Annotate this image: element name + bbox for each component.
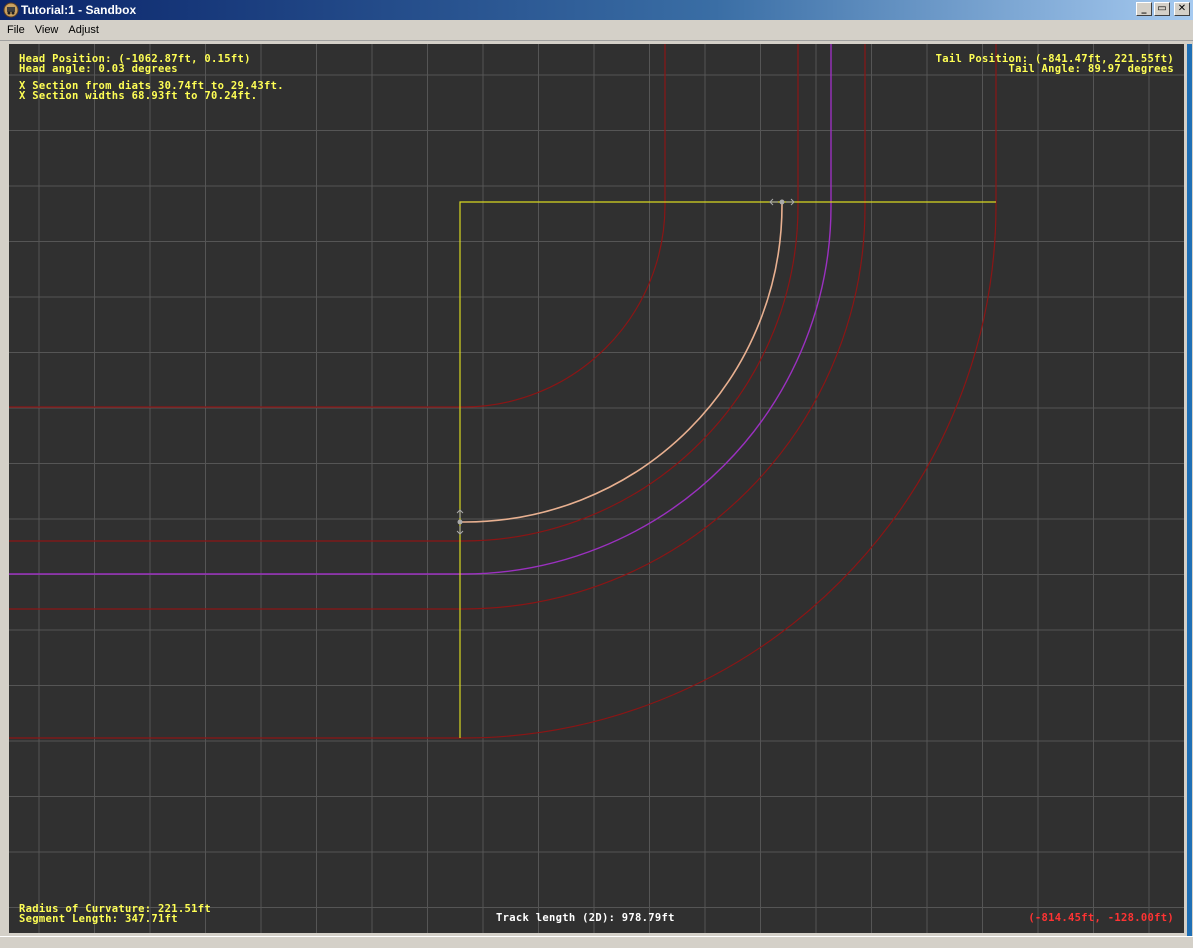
track-canvas[interactable] (9, 44, 1184, 933)
radius-of-curvature-text: Radius of Curvature: 221.51ft (19, 903, 212, 915)
head-angle-text: Head angle: 0.03 degrees (19, 63, 178, 75)
restore-button[interactable]: ▭ (1154, 2, 1170, 16)
tail-position-text: Tail Position: (-841.47ft, 221.55ft) (935, 53, 1174, 65)
menu-adjust[interactable]: Adjust (68, 24, 99, 36)
guide-box-lines (459, 201, 996, 738)
track-length-text: Track length (2D): 978.79ft (496, 912, 675, 924)
track-centerline (9, 44, 832, 575)
status-bar (0, 936, 1193, 948)
menu-file[interactable]: File (7, 24, 25, 36)
rail-edge-left (9, 44, 799, 542)
drag-handle-icon[interactable] (769, 198, 795, 206)
x-section-widths-text: X Section widths 68.93ft to 70.24ft. (19, 90, 258, 102)
track-edge-inner (9, 44, 666, 408)
head-position-text: Head Position: (-1062.87ft, 0.15ft) (19, 53, 251, 65)
menu-view[interactable]: View (34, 24, 59, 36)
window-title: Tutorial:1 - Sandbox (21, 3, 137, 17)
track-edges (9, 44, 997, 739)
window-right-edge (1184, 44, 1193, 936)
tail-angle-text: Tail Angle: 89.97 degrees (1008, 63, 1174, 75)
window-controls: _ ▭ ✕ (1136, 2, 1190, 16)
selected-rail-segment[interactable] (460, 203, 783, 523)
cursor-position-text: (-814.45ft, -128.00ft) (1028, 912, 1174, 924)
track-editor-viewport[interactable]: Head Position: (-1062.87ft, 0.15ft) Head… (9, 44, 1184, 933)
rail-edge-right (9, 44, 866, 610)
menu-bar: File View Adjust (0, 20, 1193, 41)
segment-length-text: Segment Length: 347.71ft (19, 913, 178, 925)
side-bar (1187, 44, 1192, 936)
title-bar[interactable]: Tutorial:1 - Sandbox _ ▭ ✕ (0, 0, 1193, 20)
track-edge-outer (9, 44, 997, 739)
minimize-button[interactable]: _ (1136, 2, 1152, 16)
guide-box (459, 201, 996, 738)
grid (9, 44, 1184, 933)
drag-handle-icon[interactable] (456, 509, 464, 535)
x-section-diats-text: X Section from diats 30.74ft to 29.43ft. (19, 80, 284, 92)
train-app-icon (3, 2, 19, 18)
close-button[interactable]: ✕ (1174, 2, 1190, 16)
